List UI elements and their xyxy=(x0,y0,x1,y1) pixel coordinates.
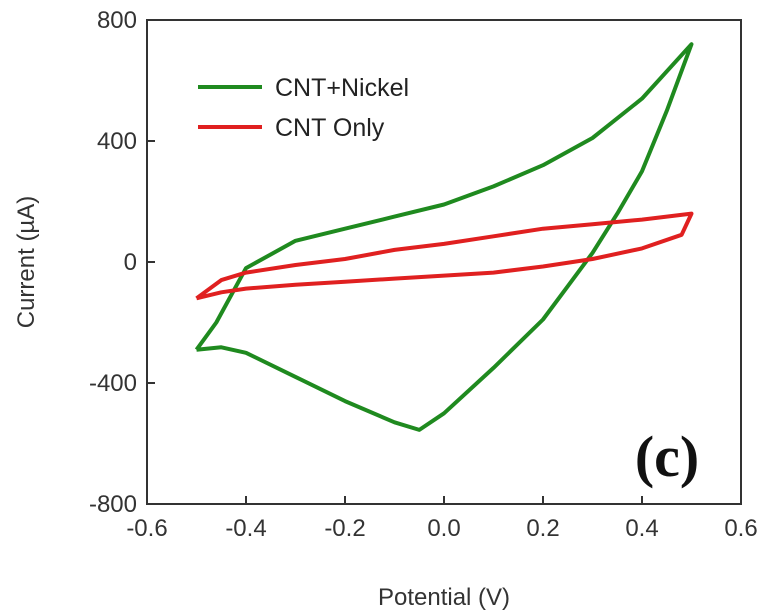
x-tick-label: 0.2 xyxy=(526,515,559,542)
y-axis-title: Current (µA) xyxy=(13,196,40,329)
y-tick-label: 800 xyxy=(97,7,137,34)
legend: CNT+Nickel CNT Only xyxy=(198,74,409,142)
series-layer xyxy=(194,42,694,432)
y-tick-label: -400 xyxy=(89,370,137,397)
legend-label-cnt-only: CNT Only xyxy=(275,114,385,142)
panel-label: (c) xyxy=(635,424,699,489)
x-axis-title: Potential (V) xyxy=(378,584,510,611)
y-tick-label: 0 xyxy=(124,249,137,276)
legend-label-cnt-nickel: CNT+Nickel xyxy=(275,74,409,102)
series-line-cnt-only xyxy=(195,211,694,301)
x-tick-label: -0.6 xyxy=(126,515,167,542)
x-axis-ticks: -0.6 -0.4 -0.2 0.0 0.2 0.4 0.6 xyxy=(126,496,758,542)
x-tick-label: 0.4 xyxy=(625,515,658,542)
x-tick-label: 0.0 xyxy=(427,515,460,542)
y-tick-label: 400 xyxy=(97,128,137,155)
y-axis-ticks: -800 -400 0 400 800 xyxy=(89,7,155,518)
x-tick-label: -0.2 xyxy=(324,515,365,542)
x-tick-label: -0.4 xyxy=(225,515,266,542)
y-tick-label: -800 xyxy=(89,491,137,518)
series-line-cnt-nickel xyxy=(194,42,694,432)
x-tick-label: 0.6 xyxy=(724,515,757,542)
